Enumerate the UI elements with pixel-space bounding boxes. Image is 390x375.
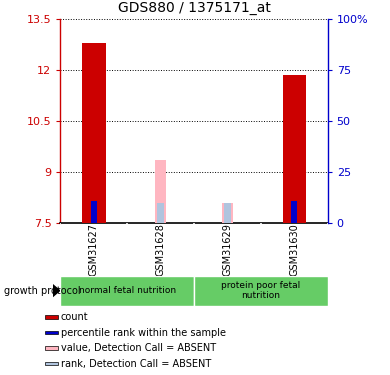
Text: rank, Detection Call = ABSENT: rank, Detection Call = ABSENT — [61, 358, 211, 369]
Bar — [45, 331, 58, 334]
Text: percentile rank within the sample: percentile rank within the sample — [61, 328, 226, 338]
Bar — [82, 43, 106, 223]
Text: normal fetal nutrition: normal fetal nutrition — [79, 286, 176, 295]
Text: GSM31627: GSM31627 — [89, 223, 99, 276]
Polygon shape — [53, 285, 60, 297]
Bar — [155, 160, 167, 223]
Text: growth protocol: growth protocol — [4, 286, 80, 296]
Bar — [282, 75, 306, 223]
Text: GSM31630: GSM31630 — [289, 223, 299, 276]
Text: GSM31629: GSM31629 — [222, 223, 232, 276]
Bar — [45, 362, 58, 365]
Bar — [90, 201, 97, 223]
Text: GSM31628: GSM31628 — [156, 223, 166, 276]
Bar — [222, 202, 233, 223]
Bar — [194, 276, 328, 306]
Bar — [291, 201, 298, 223]
Bar — [45, 315, 58, 319]
Text: count: count — [61, 312, 89, 322]
Title: GDS880 / 1375171_at: GDS880 / 1375171_at — [118, 1, 270, 15]
Bar — [60, 276, 194, 306]
Bar — [157, 202, 164, 223]
Text: protein poor fetal
nutrition: protein poor fetal nutrition — [221, 281, 300, 300]
Bar — [224, 202, 231, 223]
Bar — [45, 346, 58, 350]
Text: value, Detection Call = ABSENT: value, Detection Call = ABSENT — [61, 343, 216, 353]
